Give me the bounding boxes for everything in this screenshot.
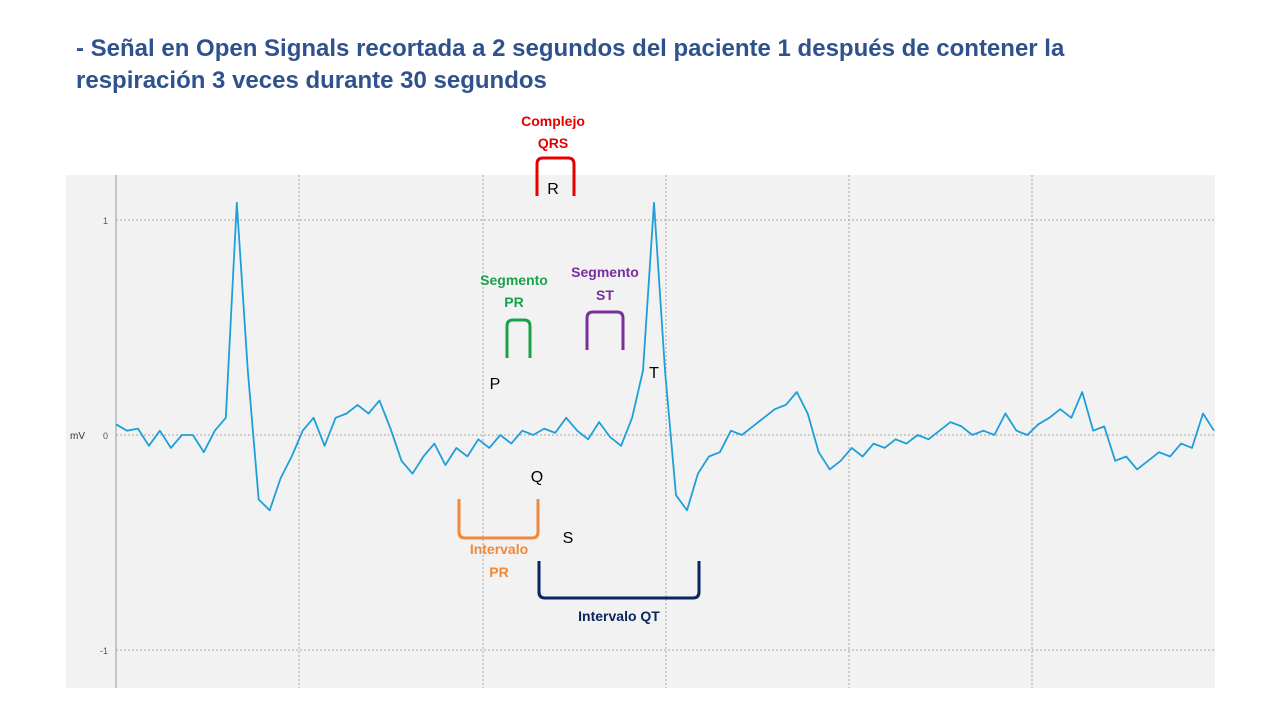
slide-title-line2: respiración 3 veces durante 30 segundos: [76, 67, 547, 94]
plot-area: [66, 175, 1215, 688]
bracket-qrs: [535, 156, 576, 196]
ecg-signal-line: [115, 201, 1215, 512]
annotation-pr-segment: Segmento PR: [480, 272, 548, 358]
bracket-st-segment: [585, 310, 625, 350]
annotation-pr-segment-line1: Segmento: [480, 272, 548, 288]
annotation-st-segment: Segmento ST: [571, 264, 639, 350]
annotation-st-segment-line2: ST: [596, 287, 614, 303]
annotation-qt-interval-label: Intervalo QT: [578, 608, 660, 624]
y-tick-label: -1: [100, 646, 108, 656]
wave-label-p: P: [490, 376, 501, 393]
bracket-pr-interval: [457, 499, 540, 540]
y-axis-label: mV: [70, 431, 85, 442]
y-tick-label: 0: [103, 431, 108, 441]
annotation-pr-segment-line2: PR: [504, 294, 523, 310]
annotation-qrs-complex: Complejo QRS: [521, 113, 585, 196]
annotation-qt-interval: Intervalo QT: [537, 561, 701, 624]
annotation-pr-interval: Intervalo PR: [457, 499, 540, 580]
y-tick-label: 1: [103, 216, 108, 226]
wave-label-q: Q: [531, 469, 543, 486]
annotation-qrs-line2: QRS: [538, 135, 568, 151]
annotation-pr-interval-line2: PR: [489, 564, 508, 580]
annotation-st-segment-line1: Segmento: [571, 264, 639, 280]
slide-title-line1: - Señal en Open Signals recortada a 2 se…: [76, 35, 1065, 62]
wave-label-r: R: [547, 181, 559, 198]
slide-title: - Señal en Open Signals recortada a 2 se…: [76, 33, 1226, 97]
y-ticks: 1 0 -1: [100, 216, 108, 656]
wave-label-s: S: [563, 530, 574, 547]
bracket-qt-interval: [537, 561, 701, 600]
bracket-pr-segment: [505, 318, 532, 358]
annotation-qrs-line1: Complejo: [521, 113, 585, 129]
wave-label-t: T: [649, 365, 659, 382]
annotation-pr-interval-line1: Intervalo: [470, 541, 528, 557]
